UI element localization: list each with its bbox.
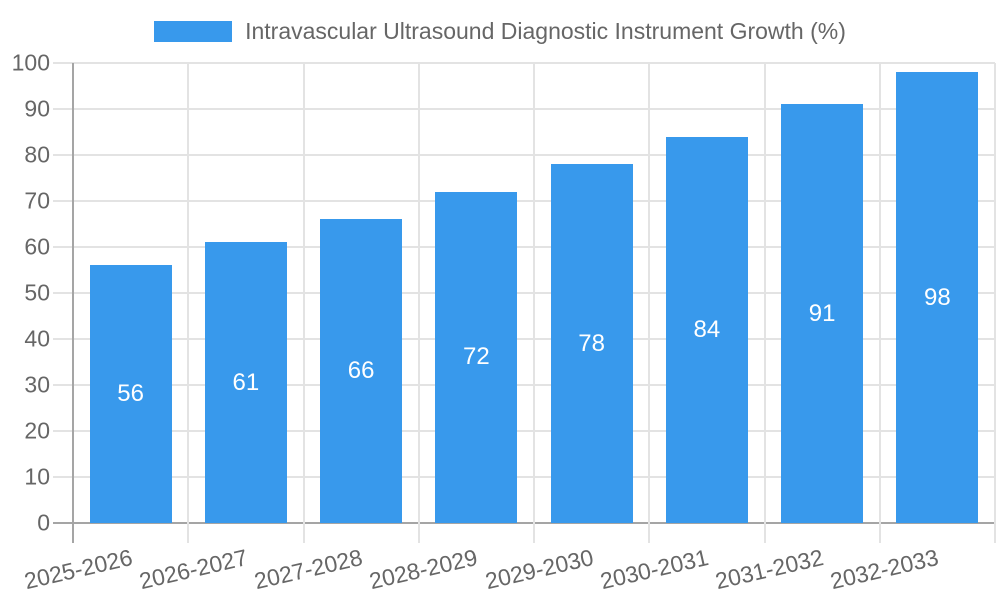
y-axis-tick-label: 90 [24, 95, 50, 122]
x-axis-tick-label: 2031-2032 [712, 544, 826, 595]
x-axis-tick-label: 2026-2027 [136, 544, 250, 595]
y-gridline [53, 476, 995, 478]
bar[interactable] [435, 191, 518, 523]
bar-value-label: 98 [924, 283, 951, 311]
y-gridline [53, 338, 995, 340]
y-axis-tick-label: 20 [24, 417, 50, 444]
bar[interactable] [665, 136, 748, 523]
y-axis-tick-label: 0 [37, 509, 50, 536]
bar-value-label: 78 [578, 329, 605, 357]
bar-value-label: 91 [808, 299, 836, 327]
bar[interactable] [320, 219, 403, 523]
y-axis-tick-label: 80 [24, 141, 50, 168]
bar-value-label: 61 [232, 368, 260, 396]
y-gridline [53, 430, 995, 432]
x-gridline [302, 63, 305, 543]
y-axis-tick-label: 50 [24, 279, 50, 306]
x-axis-tick-label: 2029-2030 [482, 544, 596, 595]
bar[interactable] [550, 164, 633, 523]
legend-item[interactable]: Intravascular Ultrasound Diagnostic Inst… [0, 18, 1000, 45]
x-gridline [763, 63, 766, 543]
y-axis-tick-label: 10 [24, 463, 50, 490]
x-axis-tick-label: 2027-2028 [251, 544, 365, 595]
x-axis-tick-label: 2028-2029 [367, 544, 481, 595]
y-axis-tick-label: 40 [24, 325, 50, 352]
x-gridline [187, 63, 190, 543]
bar-value-label: 72 [463, 343, 490, 371]
y-axis-tick-label: 30 [24, 371, 50, 398]
y-gridline [53, 200, 995, 202]
x-gridline [417, 63, 420, 543]
bar[interactable] [896, 72, 979, 523]
x-axis-tick-label: 2030-2031 [597, 544, 711, 595]
y-gridline [53, 246, 995, 248]
y-gridline [53, 292, 995, 294]
y-gridline [53, 154, 995, 156]
y-gridline [53, 62, 995, 64]
x-axis-tick-label: 2032-2033 [828, 544, 942, 595]
y-axis-line [72, 63, 74, 543]
bar[interactable] [781, 104, 864, 523]
bar[interactable] [204, 242, 287, 523]
bar[interactable] [89, 265, 172, 523]
legend-swatch [154, 21, 233, 42]
y-axis-tick-label: 60 [24, 233, 50, 260]
x-gridline [878, 63, 881, 543]
y-gridline [53, 384, 995, 386]
x-axis-tick-label: 2025-2026 [21, 544, 135, 595]
y-gridline [53, 108, 995, 110]
bar-value-label: 66 [347, 357, 375, 385]
y-axis-tick-label: 100 [11, 49, 50, 76]
x-gridline [648, 63, 651, 543]
x-gridline [533, 63, 535, 543]
y-axis-tick-label: 70 [24, 187, 50, 214]
bar-value-label: 84 [693, 315, 721, 343]
legend-label: Intravascular Ultrasound Diagnostic Inst… [245, 18, 846, 44]
x-gridline [994, 63, 996, 543]
x-axis-line [53, 522, 995, 524]
bar-value-label: 56 [117, 380, 144, 408]
